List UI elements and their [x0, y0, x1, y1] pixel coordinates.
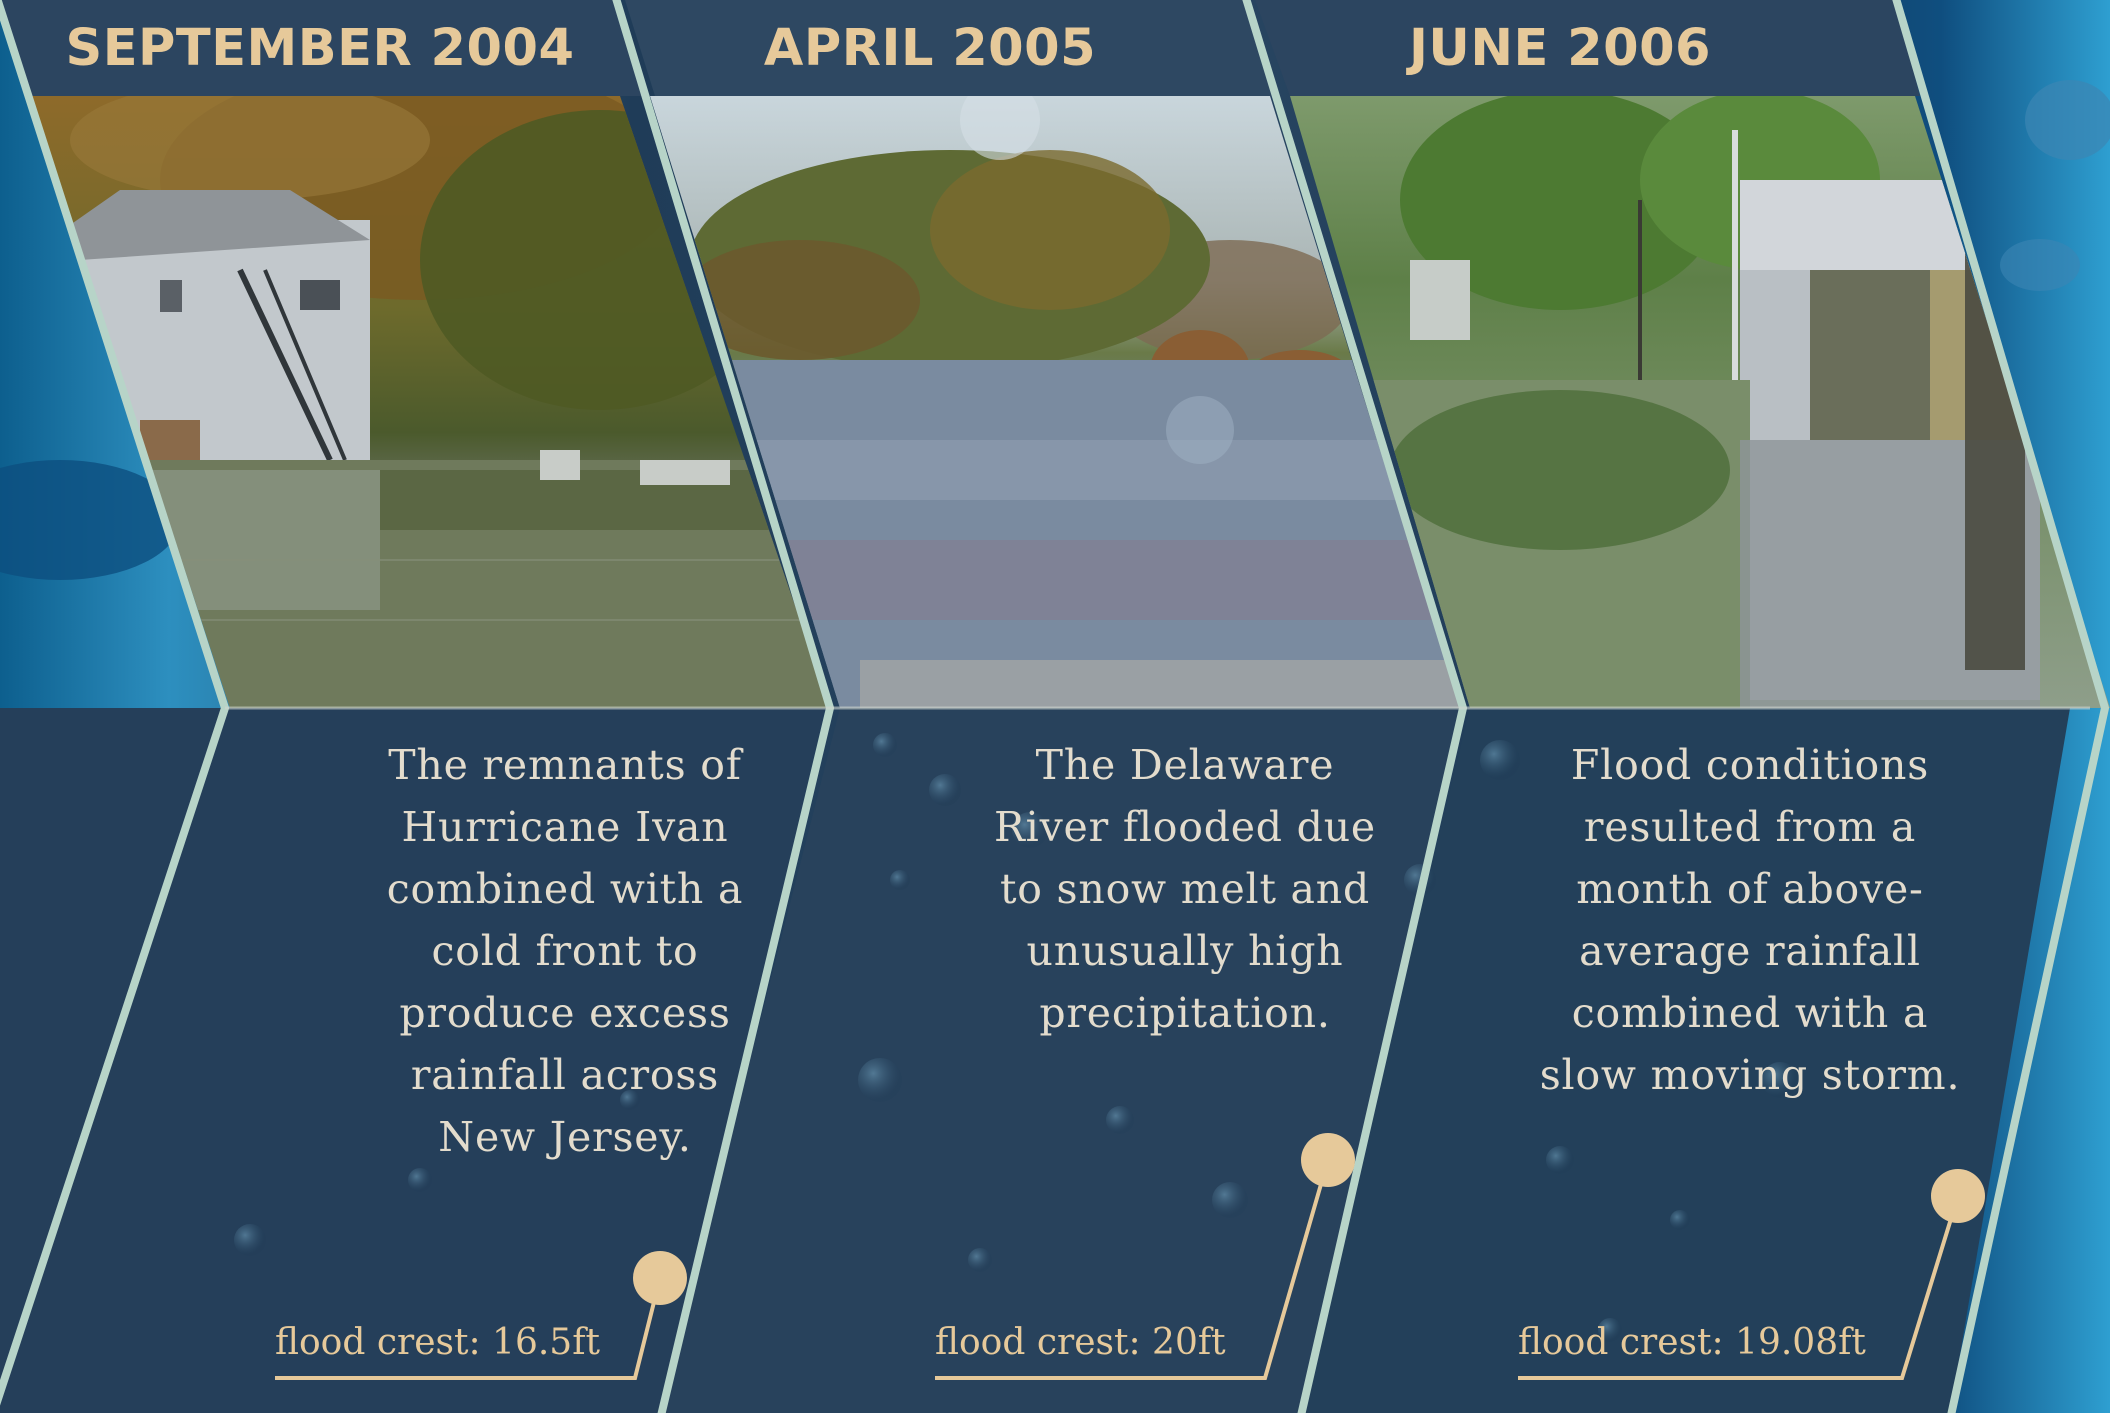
crest-connector-2 [935, 1133, 1355, 1380]
date-label-1: SEPTEMBER 2004 [65, 19, 575, 78]
description-1: The remnants of Hurricane Ivan combined … [386, 741, 744, 1161]
flood-crest-3: flood crest: 19.08ft [1518, 1322, 1866, 1363]
crest-connector-3 [1518, 1169, 1985, 1380]
header-band-1 [0, 0, 650, 96]
bubble-texture [234, 733, 1798, 1342]
panel-2-background [660, 708, 1460, 1413]
flood-crest-2: flood crest: 20ft [935, 1322, 1226, 1363]
description-3: Flood conditions resulted from a month o… [1539, 741, 1961, 1099]
flooded-street-photo [1290, 96, 2110, 708]
date-label-3: JUNE 2006 [1408, 19, 1712, 78]
date-label-2: APRIL 2005 [763, 19, 1097, 78]
header-band-3 [1255, 0, 1920, 96]
panel-1-background [0, 708, 825, 1413]
flood-crest-1: flood crest: 16.5ft [275, 1322, 600, 1363]
panel-3-background [1300, 708, 2070, 1413]
header-band-2 [625, 0, 1275, 96]
description-2: The Delaware River flooded due to snow m… [994, 741, 1376, 1037]
crest-connector-1 [275, 1251, 687, 1380]
